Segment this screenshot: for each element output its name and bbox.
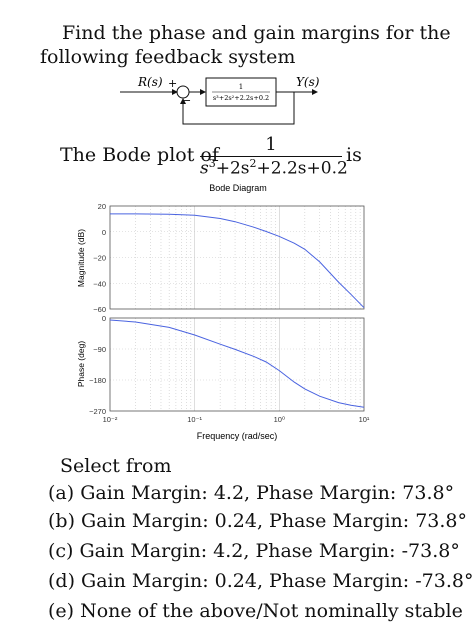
frequency-tick-label: 10⁻¹ (187, 415, 202, 424)
block-denominator: s³+2s²+2.2s+0.2 (213, 94, 269, 102)
magnitude-axes-frame (109, 205, 365, 310)
option-b[interactable]: (b) Gain Margin: 0.24, Phase Margin: 73.… (48, 510, 468, 532)
phase-tick-label: 0 (102, 314, 106, 323)
chart-title: Bode Diagram (209, 183, 267, 193)
option-c[interactable]: (c) Gain Margin: 4.2, Phase Margin: -73.… (48, 540, 460, 562)
option-e[interactable]: (e) None of the above/Not nominally stab… (48, 600, 463, 622)
phase-tick-label: −270 (89, 407, 106, 416)
magnitude-tick-label: 20 (98, 202, 106, 211)
exponent-3: 3 (208, 157, 216, 170)
bode-suffix: is (346, 144, 362, 166)
denominator-term-2s: +2s (215, 158, 250, 179)
output-arrowhead (312, 89, 318, 95)
feedback-block-diagram: R(s) + − 1 s³+2s²+2.2s+0.2 Y(s) (120, 75, 320, 125)
phase-axis-label: Phase (deg) (76, 341, 86, 387)
feedback-path (182, 92, 295, 125)
phase-axes-frame (109, 317, 365, 412)
question-line-2: following feedback system (40, 46, 296, 68)
option-a[interactable]: (a) Gain Margin: 4.2, Phase Margin: 73.8… (48, 482, 455, 504)
magnitude-tick-label: −40 (93, 279, 106, 288)
fraction-bar (200, 156, 342, 157)
fraction-denominator: s3+2s2+2.2s+0.2 (200, 157, 348, 179)
bode-diagram: Bode Diagram 20 0 −20 −40 −60 0 −90 −180 −270 1… (76, 183, 370, 441)
option-d[interactable]: (d) Gain Margin: 0.24, Phase Margin: -73… (48, 570, 474, 592)
phase-tick-label: −180 (89, 376, 106, 385)
fraction-numerator: 1 (265, 134, 277, 155)
magnitude-grid (110, 206, 364, 309)
output-label: Y(s) (296, 75, 320, 89)
select-from-prompt: Select from (60, 455, 172, 477)
frequency-tick-label: 10⁻² (103, 415, 118, 424)
phase-curve (109, 319, 365, 408)
magnitude-curve (110, 213, 365, 309)
frequency-tick-label: 10¹ (359, 415, 370, 424)
input-label: R(s) (137, 75, 163, 89)
magnitude-tick-label: 0 (102, 228, 106, 237)
plus-sign: + (168, 77, 177, 90)
feedback-arrowhead (180, 98, 186, 104)
phase-grid (110, 318, 364, 411)
frequency-tick-labels: 10⁻² 10⁻¹ 10⁰ 10¹ (103, 415, 370, 424)
bode-fraction: 1 s3+2s2+2.2s+0.2 (200, 134, 348, 179)
block-numerator: 1 (239, 83, 243, 91)
magnitude-axis-label: Magnitude (dB) (76, 229, 86, 287)
bode-prefix: The Bode plot of (60, 144, 219, 166)
frequency-axis-label: Frequency (rad/sec) (197, 431, 278, 441)
denominator-s3: s (200, 158, 209, 179)
magnitude-tick-labels: 20 0 −20 −40 −60 (93, 202, 106, 314)
magnitude-tick-label: −60 (93, 305, 106, 314)
block-arrowhead (200, 89, 206, 95)
exponent-2: 2 (249, 157, 257, 170)
frequency-tick-label: 10⁰ (274, 415, 285, 424)
phase-tick-labels: 0 −90 −180 −270 (89, 314, 106, 416)
input-arrowhead (172, 89, 178, 95)
magnitude-tick-label: −20 (93, 254, 106, 263)
phase-tick-label: −90 (93, 345, 106, 354)
denominator-rest: +2.2s+0.2 (256, 158, 348, 179)
minus-sign: − (182, 94, 191, 107)
question-line-1: Find the phase and gain margins for the (62, 22, 451, 44)
bode-statement: The Bode plot of (60, 144, 219, 166)
